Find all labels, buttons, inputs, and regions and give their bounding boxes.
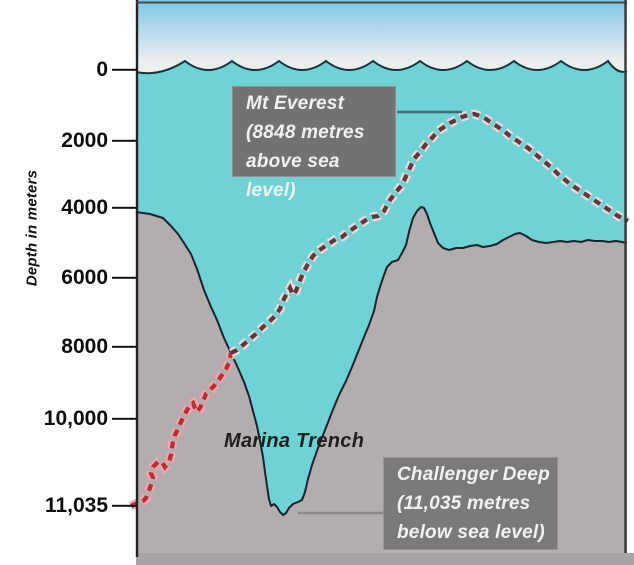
profile-dash-halo-water	[228, 109, 631, 358]
everest-callout-line2: (8848 metres	[246, 122, 365, 143]
tick-label-2000: 2000	[61, 129, 108, 152]
tick-mark-2000	[112, 139, 137, 143]
profile-dash-land	[130, 352, 234, 508]
tick-mark-11035	[112, 504, 137, 508]
challenger-callout-line2: (11,035 metres	[397, 493, 531, 514]
everest-callout-line3: above sea level)	[246, 151, 340, 201]
tick-label-4000: 4000	[61, 196, 108, 219]
tick-mark-10000	[112, 417, 137, 421]
tick-label-10000: 10,000	[43, 407, 108, 430]
tick-label-0: 0	[96, 58, 108, 81]
everest-callout-line1: Mt Everest	[246, 93, 345, 114]
challenger-callout-box: Challenger Deep (11,035 metres below sea…	[383, 457, 558, 550]
tick-label-6000: 6000	[61, 266, 108, 289]
wave-line	[135, 59, 628, 75]
tick-mark-4000	[112, 206, 137, 210]
terrain-outline	[135, 206, 628, 516]
marina-trench-label: Marina Trench	[224, 430, 365, 452]
tick-label-8000: 8000	[61, 335, 108, 358]
bottom-strip	[136, 553, 634, 565]
everest-callout-box: Mt Everest (8848 metres above sea level)	[232, 86, 396, 201]
challenger-callout-line3: below sea level)	[397, 522, 545, 543]
tick-mark-8000	[112, 345, 137, 349]
challenger-callout-line1: Challenger Deep	[397, 464, 550, 485]
axis-title-depth-in-meters: Depth in meters	[23, 169, 41, 287]
tick-mark-0	[112, 68, 137, 72]
tick-label-11035: 11,035	[44, 494, 108, 517]
tick-mark-6000	[112, 276, 137, 280]
